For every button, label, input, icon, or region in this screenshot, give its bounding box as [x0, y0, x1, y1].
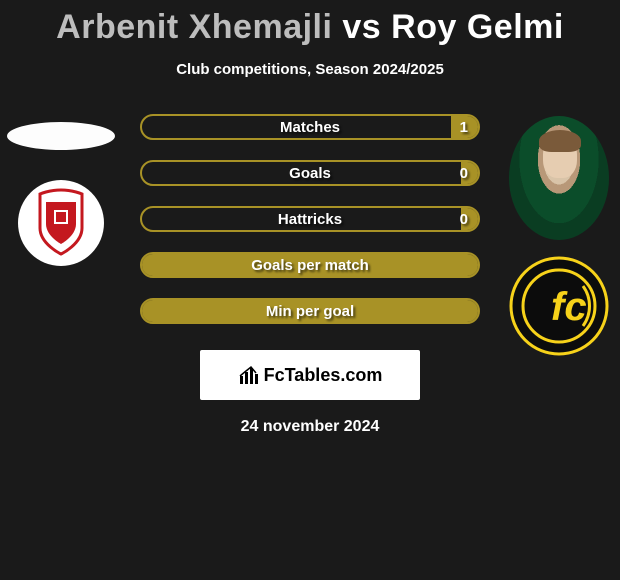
stat-bar-value: 1 [460, 119, 468, 136]
player2-name: Roy Gelmi [391, 8, 564, 46]
stat-bar-goals: Goals 0 [140, 160, 480, 186]
stat-bar-label: Goals [289, 165, 331, 182]
stat-bar-hattricks: Hattricks 0 [140, 206, 480, 232]
stat-bar-label: Hattricks [278, 211, 342, 228]
stat-bar-goals-per-match: Goals per match [140, 252, 480, 278]
vs-label: vs [342, 8, 381, 46]
player1-club-badge [18, 180, 104, 266]
footer-date: 24 november 2024 [0, 418, 620, 436]
stat-bar-label: Goals per match [251, 257, 369, 274]
player1-avatar-placeholder [7, 122, 115, 150]
player2-club-badge: fc [509, 256, 609, 356]
stat-bar-value: 0 [460, 211, 468, 228]
stat-bar-label: Min per goal [266, 303, 354, 320]
svg-text:fc: fc [551, 285, 587, 329]
brand-watermark: FcTables.com [200, 350, 420, 400]
player1-name: Arbenit Xhemajli [56, 8, 332, 46]
schaffhausen-badge-icon: fc [509, 256, 609, 356]
stat-bar-label: Matches [280, 119, 340, 136]
player1-column [6, 114, 116, 266]
stat-bar-min-per-goal: Min per goal [140, 298, 480, 324]
vaduz-shield-icon [18, 180, 104, 266]
brand-text: FcTables.com [264, 365, 383, 386]
stat-bar-value: 0 [460, 165, 468, 182]
stat-bar-matches: Matches 1 [140, 114, 480, 140]
player2-column: fc [504, 114, 614, 356]
page-title: Arbenit Xhemajli vs Roy Gelmi [0, 0, 620, 47]
stat-bars: Matches 1 Goals 0 Hattricks 0 Goals per … [140, 114, 480, 324]
comparison-panel: fc Matches 1 Goals 0 Hattricks 0 Goals p… [0, 114, 620, 324]
subtitle: Club competitions, Season 2024/2025 [0, 61, 620, 78]
bar-chart-icon [238, 364, 260, 386]
player2-avatar [509, 116, 609, 240]
